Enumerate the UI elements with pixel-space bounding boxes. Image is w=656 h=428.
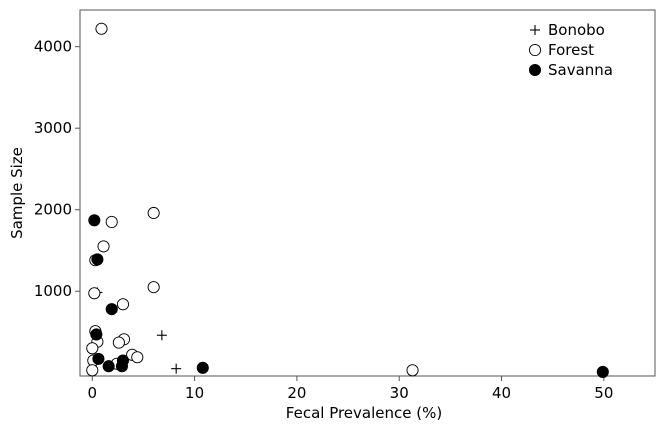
legend-label-savanna: Savanna — [548, 61, 613, 79]
x-tick-label: 40 — [492, 384, 511, 402]
data-point-forest — [112, 336, 125, 349]
y-tick-label: 1000 — [34, 282, 72, 300]
x-tick-label: 50 — [594, 384, 613, 402]
legend-marker-savanna — [528, 63, 542, 77]
data-point-bonobo — [156, 330, 167, 341]
data-point-forest — [97, 240, 110, 253]
x-tick-label: 10 — [185, 384, 204, 402]
legend-label-forest: Forest — [548, 41, 594, 59]
data-point-forest — [116, 298, 130, 311]
legend-label-bonobo: Bonobo — [548, 21, 605, 39]
data-point-savanna — [88, 214, 101, 227]
data-point-forest — [86, 342, 99, 355]
data-point-savanna — [115, 360, 128, 373]
y-tick-label: 4000 — [34, 38, 72, 56]
legend: Bonobo Forest Savanna — [528, 21, 613, 79]
x-tick-label: 0 — [88, 384, 98, 402]
x-tick-label: 20 — [287, 384, 306, 402]
data-point-savanna — [196, 361, 209, 374]
data-point-savanna — [102, 360, 115, 373]
data-point-savanna — [92, 352, 105, 365]
y-tick-label: 2000 — [34, 201, 72, 219]
data-point-forest — [147, 281, 160, 294]
data-point-forest — [95, 22, 108, 35]
x-tick-label: 30 — [390, 384, 409, 402]
data-point-forest — [86, 364, 99, 377]
data-point-savanna — [105, 303, 118, 316]
data-point-savanna — [90, 328, 103, 341]
data-point-forest — [131, 351, 144, 364]
data-point-forest — [406, 364, 419, 377]
legend-marker-bonobo — [530, 25, 540, 35]
x-axis-title: Fecal Prevalence (%) — [286, 404, 442, 422]
data-point-forest — [88, 287, 101, 300]
data-point-forest — [147, 206, 160, 220]
legend-marker-forest — [528, 43, 542, 57]
data-point-bonobo — [171, 363, 182, 374]
data-point-forest — [105, 215, 118, 228]
axis-ticks: 0 10 20 30 40 50 1000 2000 3000 4000 — [34, 38, 614, 402]
plot-frame — [79, 9, 656, 377]
data-point-savanna — [596, 365, 609, 378]
data-points — [86, 22, 609, 378]
data-point-savanna — [91, 253, 104, 266]
y-tick-label: 3000 — [34, 119, 72, 137]
y-axis-title: Sample Size — [8, 147, 26, 239]
